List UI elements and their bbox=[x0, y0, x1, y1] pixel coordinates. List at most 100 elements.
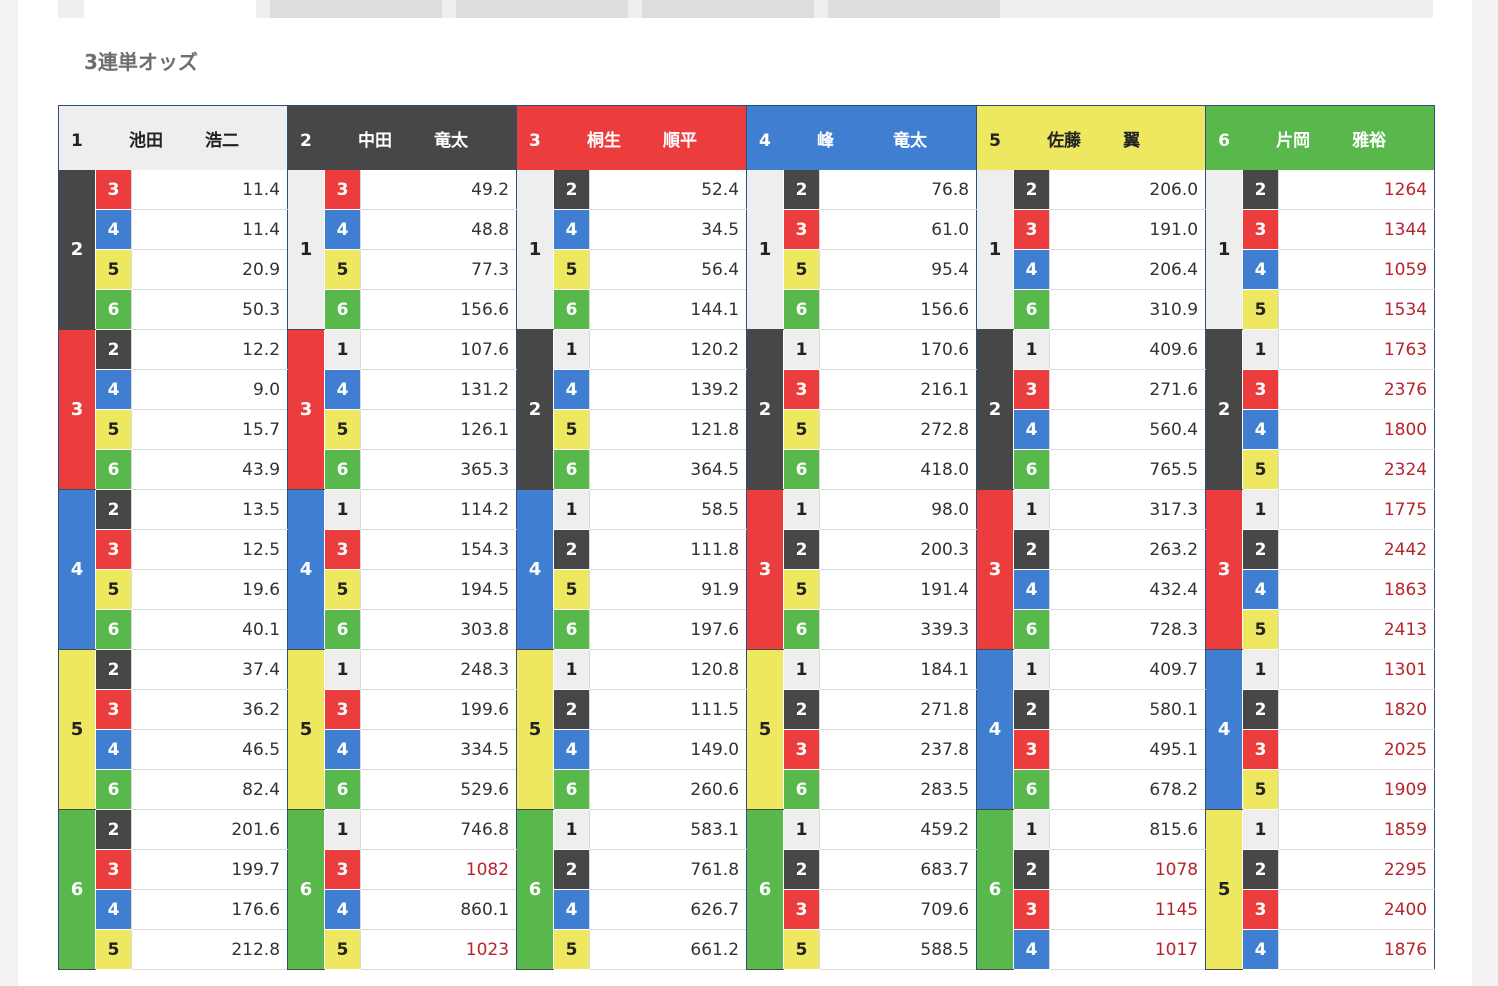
odds-value: 61.0 bbox=[819, 209, 977, 250]
odds-row: 3 36.2 3 199.6 2 111.5 2 271.8 2 580.1 2 1820 bbox=[59, 689, 1435, 730]
odds-value: 683.7 bbox=[819, 849, 977, 890]
third-place-cell: 6 bbox=[1013, 449, 1050, 490]
odds-value: 365.3 bbox=[360, 449, 517, 490]
odds-value: 197.6 bbox=[589, 609, 747, 650]
racer-surname: 桐生 bbox=[587, 130, 622, 151]
odds-row: 6 2 201.6 6 1 746.8 6 1 583.1 6 1 459.2 6 1 815.6 5 1 185… bbox=[58, 809, 1435, 970]
odds-value: 111.5 bbox=[589, 689, 747, 730]
third-place-cell: 6 bbox=[783, 609, 820, 650]
odds-value: 495.1 bbox=[1049, 729, 1206, 770]
odds-value: 1082 bbox=[360, 849, 517, 890]
odds-value: 317.3 bbox=[1049, 489, 1206, 530]
second-place-cell: 2 bbox=[516, 329, 554, 490]
odds-value: 194.5 bbox=[360, 569, 517, 610]
third-place-cell: 6 bbox=[553, 289, 590, 330]
odds-value: 199.6 bbox=[360, 689, 517, 730]
third-place-cell: 5 bbox=[1242, 609, 1279, 650]
racer-surname: 佐藤 bbox=[1047, 130, 1082, 151]
odds-value: 761.8 bbox=[589, 849, 747, 890]
third-place-cell: 2 bbox=[95, 489, 132, 530]
third-place-cell: 5 bbox=[324, 929, 361, 970]
third-place-cell: 6 bbox=[324, 289, 361, 330]
third-place-cell: 3 bbox=[324, 529, 361, 570]
third-place-cell: 3 bbox=[324, 689, 361, 730]
odds-row: 4 2 13.5 4 1 114.2 4 1 58.5 3 1 98.0 3 1 317.3 3 1 1775 bbox=[58, 489, 1435, 650]
third-place-cell: 6 bbox=[95, 769, 132, 810]
third-place-cell: 4 bbox=[553, 369, 590, 410]
third-place-cell: 2 bbox=[553, 170, 590, 210]
third-place-cell: 5 bbox=[783, 929, 820, 970]
racer-header-4: 4 峰 竜太 bbox=[746, 105, 977, 170]
racer-number: 5 bbox=[989, 130, 1001, 151]
page-content: 3連単オッズ 1 池田 浩二 2 中田 竜太 3 桐生 順平 4 峰竜太 5 佐藤翼 6 片岡 雅裕 2 3 11… bbox=[18, 0, 1472, 986]
third-place-cell: 1 bbox=[783, 809, 820, 850]
odds-value: 191.4 bbox=[819, 569, 977, 610]
odds-row: 2 3 11.4 1 3 49.2 1 2 52.4 1 2 76.8 1 2 206.0 1 2 1264 bbox=[58, 170, 1435, 330]
third-place-cell: 5 bbox=[1242, 289, 1279, 330]
odds-value: 746.8 bbox=[360, 809, 517, 850]
tab-2[interactable] bbox=[270, 0, 442, 18]
third-place-cell: 1 bbox=[1242, 329, 1279, 370]
third-place-cell: 4 bbox=[324, 889, 361, 930]
third-place-cell: 5 bbox=[324, 569, 361, 610]
odds-value: 560.4 bbox=[1049, 409, 1206, 450]
odds-value: 156.6 bbox=[360, 289, 517, 330]
second-place-cell: 5 bbox=[1205, 809, 1243, 970]
third-place-cell: 5 bbox=[783, 409, 820, 450]
odds-value: 50.3 bbox=[130, 289, 288, 330]
odds-value: 13.5 bbox=[130, 489, 288, 530]
odds-value: 529.6 bbox=[360, 769, 517, 810]
third-place-cell: 1 bbox=[553, 489, 590, 530]
tab-5[interactable] bbox=[828, 0, 1000, 18]
odds-value: 459.2 bbox=[819, 809, 977, 850]
second-place-cell: 3 bbox=[976, 489, 1014, 650]
odds-value: 1534 bbox=[1278, 289, 1435, 330]
third-place-cell: 4 bbox=[324, 729, 361, 770]
second-place-cell: 2 bbox=[746, 329, 784, 490]
tab-3[interactable] bbox=[456, 0, 628, 18]
odds-value: 2442 bbox=[1278, 529, 1435, 570]
third-place-cell: 2 bbox=[1013, 849, 1050, 890]
third-place-cell: 3 bbox=[1242, 889, 1279, 930]
odds-value: 626.7 bbox=[589, 889, 747, 930]
tab-4[interactable] bbox=[642, 0, 814, 18]
racer-header-row: 1 池田 浩二 2 中田 竜太 3 桐生 順平 4 峰 竜太 5 佐藤 翼 6 片岡 雅裕 bbox=[57, 105, 1435, 170]
racer-header-5: 5 佐藤 翼 bbox=[976, 105, 1206, 170]
odds-value: 12.5 bbox=[130, 529, 288, 570]
odds-body: 2 3 11.4 1 3 49.2 1 2 52.4 1 2 76.8 1 2 206.0 1 2 1264 4 11… bbox=[58, 170, 1435, 970]
tab-active[interactable] bbox=[84, 0, 256, 18]
third-place-cell: 2 bbox=[553, 529, 590, 570]
odds-value: 199.7 bbox=[130, 849, 288, 890]
second-place-cell: 6 bbox=[516, 809, 554, 970]
section-title: 3連単オッズ bbox=[84, 50, 198, 74]
odds-row: 4 176.6 4 860.1 4 626.7 3 709.6 3 1145 3 2400 bbox=[59, 889, 1435, 930]
third-place-cell: 5 bbox=[95, 929, 132, 970]
third-place-cell: 1 bbox=[324, 329, 361, 370]
second-place-cell: 2 bbox=[1205, 329, 1243, 490]
racer-number: 2 bbox=[300, 130, 312, 151]
third-place-cell: 6 bbox=[783, 289, 820, 330]
odds-value: 661.2 bbox=[589, 929, 747, 970]
odds-value: 201.6 bbox=[130, 809, 288, 850]
odds-value: 37.4 bbox=[130, 649, 288, 690]
third-place-cell: 1 bbox=[1013, 329, 1050, 370]
second-place-cell: 4 bbox=[976, 649, 1014, 810]
odds-row: 3 2 12.2 3 1 107.6 2 1 120.2 2 1 170.6 2 1 409.6 2 1 1763 bbox=[58, 329, 1435, 490]
third-place-cell: 4 bbox=[553, 889, 590, 930]
second-place-cell: 5 bbox=[746, 649, 784, 810]
odds-value: 310.9 bbox=[1049, 289, 1206, 330]
odds-value: 131.2 bbox=[360, 369, 517, 410]
third-place-cell: 2 bbox=[1013, 529, 1050, 570]
odds-value: 2295 bbox=[1278, 849, 1435, 890]
odds-value: 1017 bbox=[1049, 929, 1206, 970]
third-place-cell: 6 bbox=[1013, 769, 1050, 810]
second-place-cell: 1 bbox=[976, 170, 1014, 330]
odds-value: 15.7 bbox=[130, 409, 288, 450]
odds-value: 49.2 bbox=[360, 170, 517, 210]
second-place-cell: 3 bbox=[746, 489, 784, 650]
third-place-cell: 5 bbox=[324, 409, 361, 450]
third-place-cell: 6 bbox=[553, 609, 590, 650]
third-place-cell: 5 bbox=[1242, 769, 1279, 810]
odds-value: 114.2 bbox=[360, 489, 517, 530]
odds-value: 283.5 bbox=[819, 769, 977, 810]
